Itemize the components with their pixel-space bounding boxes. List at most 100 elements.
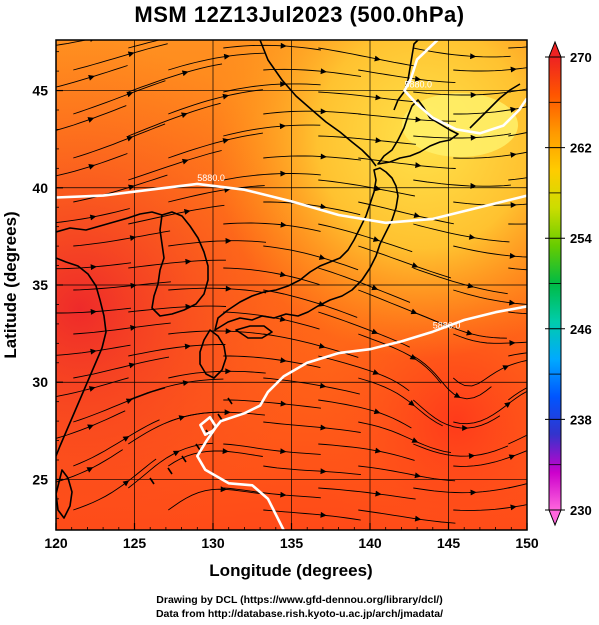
streamline-arrow (371, 284, 379, 291)
streamline (413, 399, 501, 429)
streamline-arrow (225, 368, 232, 375)
height-contours: 5880.0 5880.0 5880.0 (56, 40, 527, 530)
streamline-arrow (566, 312, 571, 317)
streamline (263, 245, 359, 271)
streamline (508, 177, 527, 181)
streamline (56, 307, 132, 314)
streamline (56, 262, 132, 270)
streamline (56, 377, 129, 397)
streamline (73, 356, 170, 379)
streamline (128, 204, 225, 225)
contour-line (403, 40, 527, 135)
streamline-arrow (90, 309, 97, 315)
streamline-arrow (469, 53, 477, 60)
streamline-arrow (184, 343, 192, 350)
streamline-arrow (89, 214, 97, 221)
streamline-arrow (181, 70, 189, 77)
streamline (128, 305, 227, 313)
streamline (413, 311, 507, 339)
streamline (128, 150, 222, 181)
contour-label: 5880.0 (405, 80, 433, 90)
coastline-shikoku (235, 325, 273, 339)
streamline-arrow (408, 400, 415, 407)
streamline (508, 483, 527, 489)
streamline (358, 201, 454, 225)
coastline-korea (151, 211, 209, 317)
streamline (73, 174, 168, 203)
streamline-arrow (222, 138, 230, 144)
streamline-arrow (320, 153, 327, 160)
streamline (318, 399, 412, 429)
streamline-arrow (90, 348, 97, 355)
streamline (508, 387, 527, 401)
streamline (318, 443, 415, 461)
streamline-arrow (127, 51, 135, 58)
y-axis-title: Latitude (degrees) (1, 211, 20, 358)
streamline-arrow (414, 472, 422, 479)
y-axis: 25 30 35 40 45 (32, 51, 63, 519)
streamline-arrow (502, 365, 510, 371)
streamline (128, 40, 161, 49)
streamline (56, 105, 127, 131)
x-tick-label: 150 (515, 535, 539, 551)
streamline-arrow (414, 76, 422, 82)
streamline (358, 157, 456, 169)
streamline (128, 442, 214, 489)
streamline-arrow (318, 301, 325, 307)
streamline (413, 179, 511, 187)
x-tick-label: 120 (44, 535, 68, 551)
streamline-arrow (126, 398, 133, 404)
streamline (453, 450, 527, 467)
streamline-arrow (320, 424, 327, 431)
streamline-arrow (564, 167, 570, 172)
streamline (168, 450, 263, 467)
streamline-arrow (225, 285, 232, 292)
streamline (358, 69, 456, 84)
streamline-arrow (510, 504, 517, 511)
streamline (318, 223, 413, 253)
streamline (73, 387, 166, 423)
streamline (508, 311, 527, 315)
x-tick-label: 145 (437, 535, 461, 551)
streamline-arrow (371, 328, 379, 335)
x-axis-title: Longitude (degrees) (209, 561, 372, 580)
credits: Drawing by DCL (https://www.gfd-dennou.o… (0, 593, 599, 621)
streamline-arrow (415, 116, 422, 123)
streamline (453, 390, 527, 425)
streamline (168, 52, 265, 71)
streamline (128, 344, 226, 357)
credit-line-data: Data from http://database.rish.kyoto-u.a… (155, 608, 444, 620)
coastline-hokkaido (377, 99, 459, 165)
streamline (453, 67, 527, 72)
streamline-arrow (280, 357, 287, 364)
streamline (168, 330, 267, 336)
streamline-arrow (318, 254, 326, 260)
streamline (358, 509, 456, 524)
streamline-arrow (86, 467, 94, 473)
streamline-arrow (279, 316, 287, 322)
streamline-arrow (509, 340, 516, 346)
streamline (223, 311, 320, 330)
streamline (453, 289, 527, 305)
streamline (358, 377, 443, 427)
streamline (318, 47, 415, 67)
streamline-arrow (87, 424, 94, 430)
coastline-china-east (56, 257, 107, 457)
streamline-arrow (508, 454, 516, 460)
streamline-arrow (510, 66, 517, 73)
streamline-arrow (182, 380, 190, 386)
streamline (318, 487, 416, 500)
streamline-arrow (130, 325, 137, 331)
streamline-arrow (224, 409, 231, 416)
streamline (73, 123, 166, 159)
streamline-arrow (173, 450, 180, 457)
streamline (318, 179, 415, 197)
streamline (263, 201, 361, 216)
streamline-arrow (128, 362, 136, 369)
streamline (453, 245, 527, 258)
streamline-arrow (128, 184, 135, 191)
streamline (56, 208, 130, 223)
streamline (73, 458, 157, 511)
x-tick-label: 140 (358, 535, 382, 551)
